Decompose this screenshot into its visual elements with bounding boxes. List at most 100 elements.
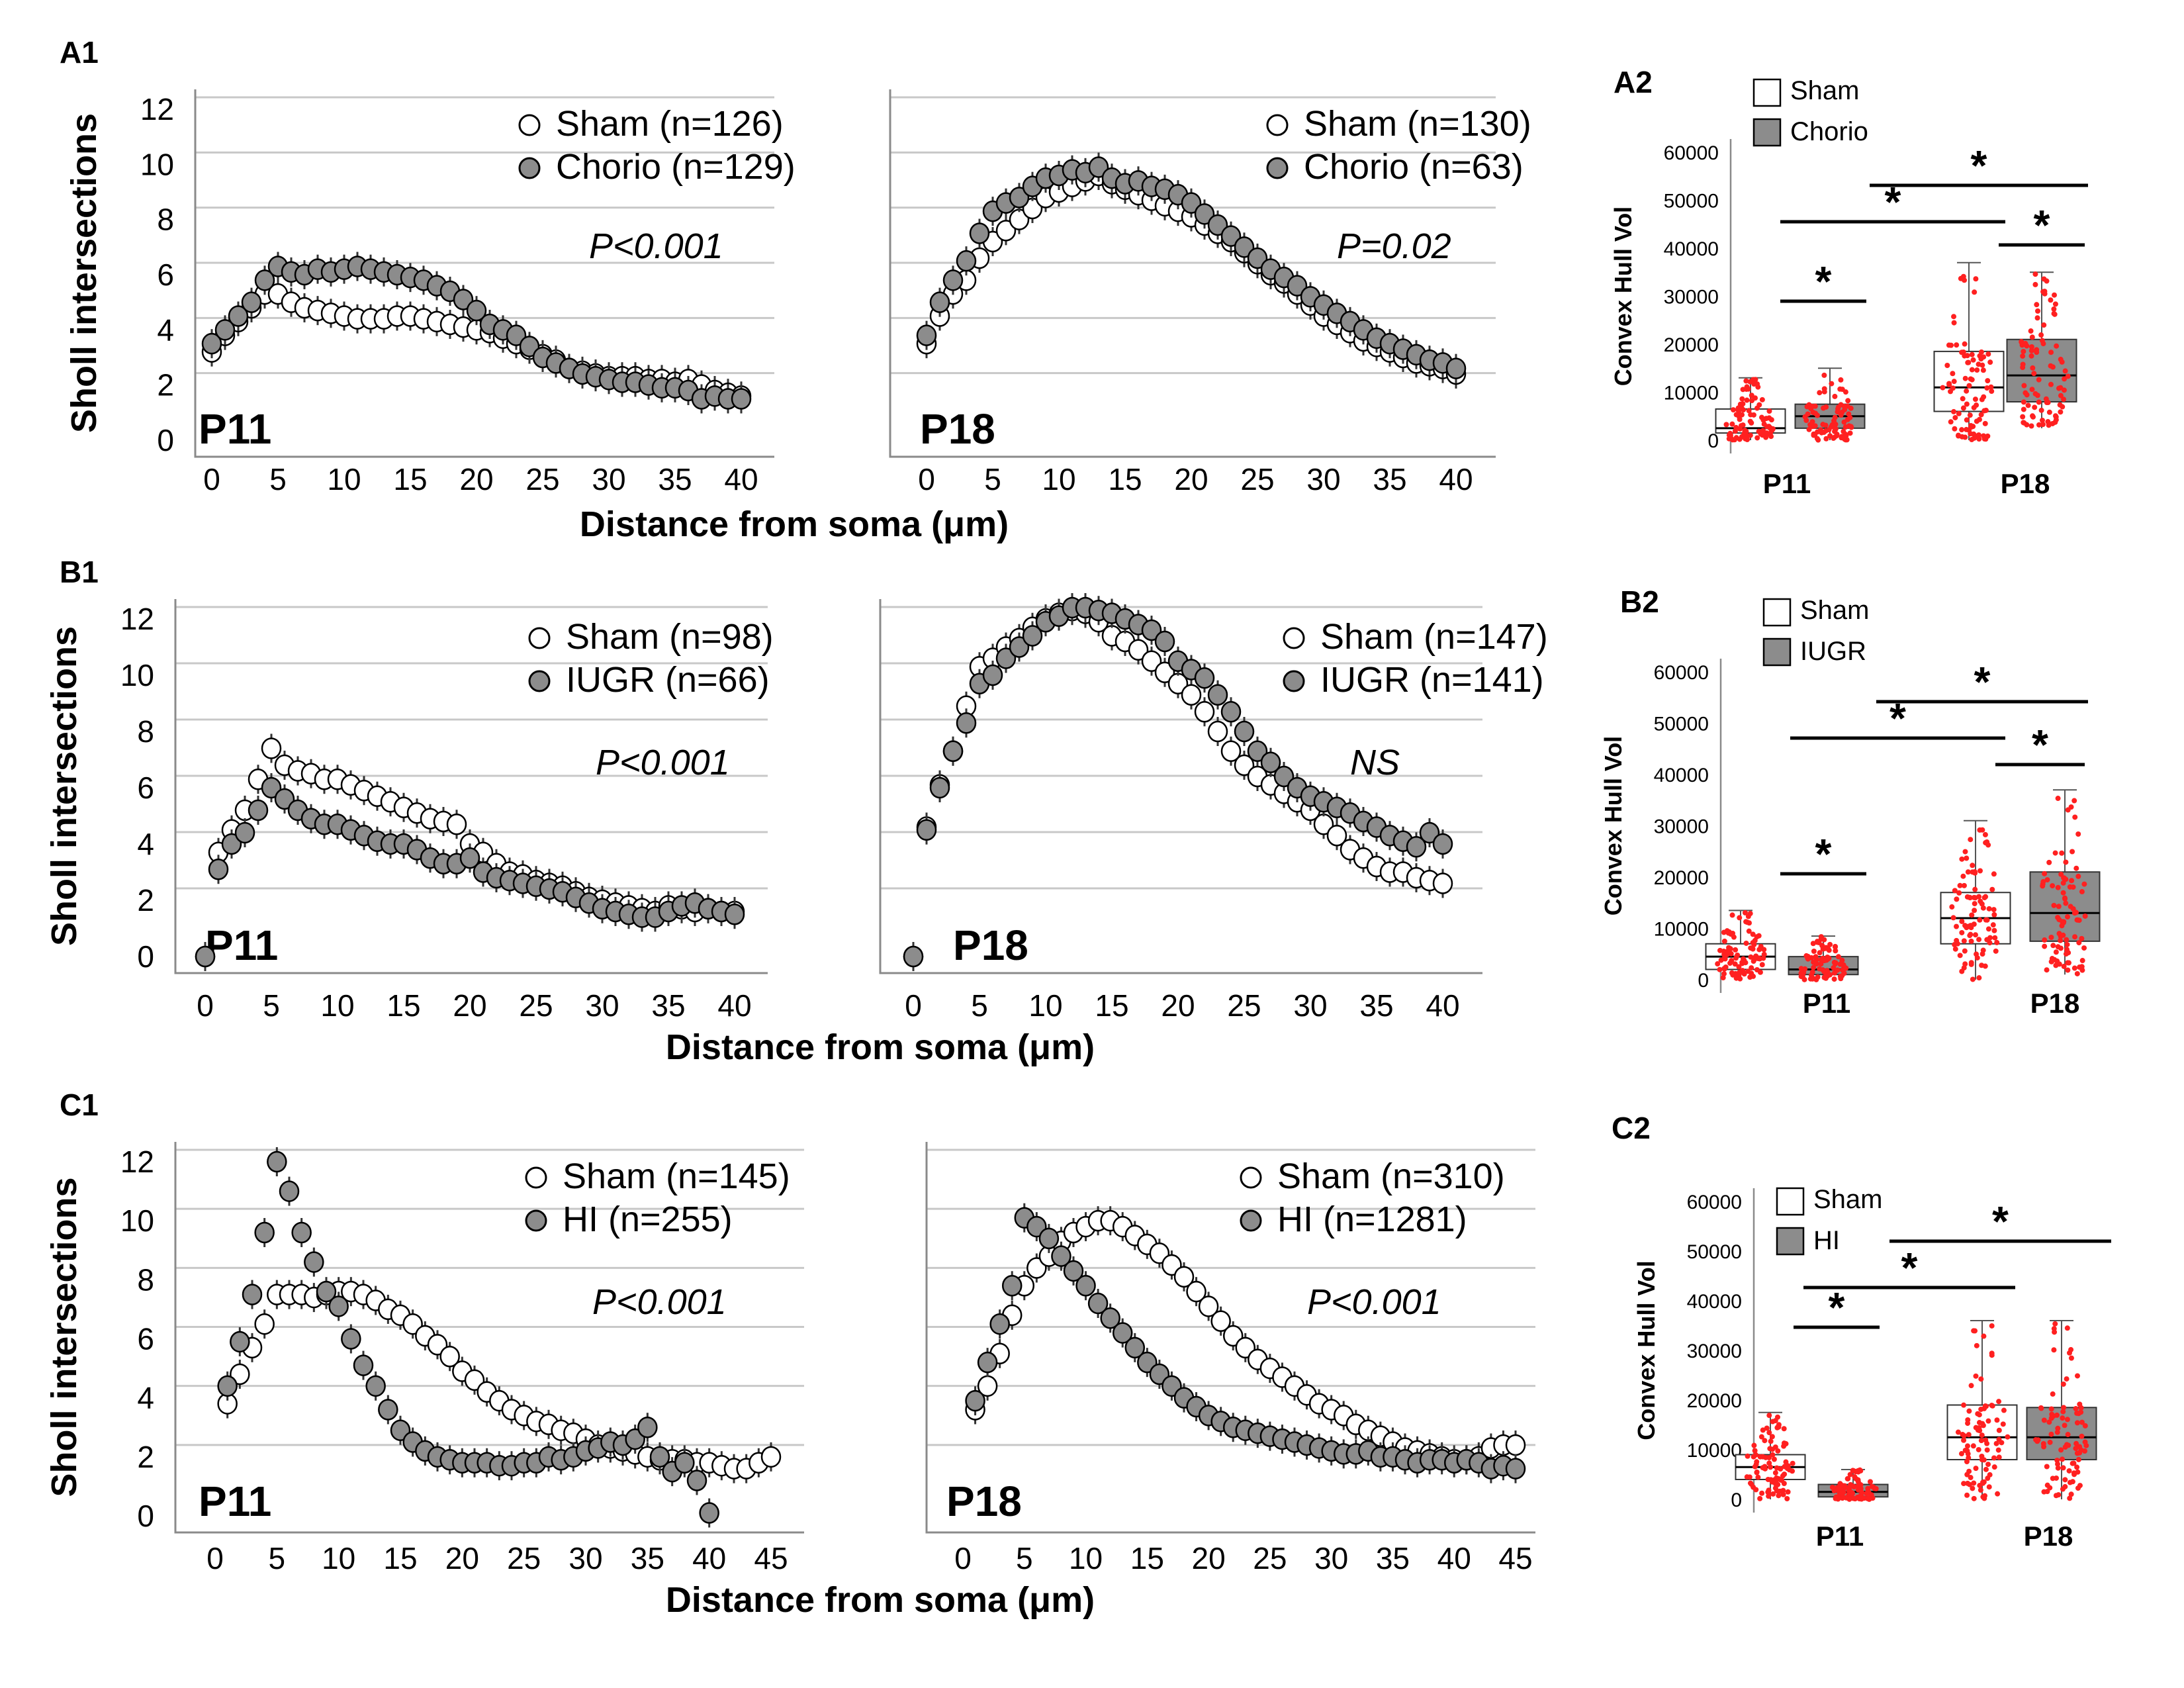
jitter-point <box>2036 422 2042 428</box>
jitter-point <box>1964 401 1970 407</box>
jitter-point <box>1948 419 1954 425</box>
y-tick-label: 60000 <box>1664 142 1719 164</box>
jitter-point <box>1976 361 1981 367</box>
jitter-point <box>1733 412 1739 418</box>
jitter-point <box>2048 1406 2054 1412</box>
jitter-point <box>1982 420 1988 426</box>
x-tick-label: 10 <box>1042 462 1075 496</box>
jitter-point <box>1743 378 1749 384</box>
jitter-point <box>2050 1391 2056 1397</box>
jitter-point <box>1749 398 1755 404</box>
jitter-point <box>1864 1491 1870 1497</box>
jitter-point <box>2035 1437 2041 1443</box>
y-axis-label: Convex Hull Vol <box>1633 1260 1660 1440</box>
jitter-point <box>1985 351 1991 357</box>
series-treated <box>217 1147 719 1528</box>
y-tick-label: 2 <box>137 883 154 917</box>
jitter-point <box>1821 372 1827 378</box>
jitter-point <box>1813 954 1819 960</box>
jitter-point <box>2030 413 2036 419</box>
jitter-point <box>1972 869 1978 875</box>
jitter-point <box>1752 1452 1758 1458</box>
jitter-point <box>1954 923 1960 929</box>
jitter-point <box>2021 406 2026 412</box>
axis-frame <box>174 599 768 974</box>
jitter-point <box>2058 393 2064 399</box>
jitter-point <box>1973 1373 1979 1379</box>
jitter-point <box>1816 939 1822 945</box>
jitter-point <box>1962 849 1968 855</box>
jitter-point <box>1968 938 1974 944</box>
jitter-point <box>2047 1439 2053 1445</box>
jitter-point <box>2025 402 2031 408</box>
jitter-point <box>1951 314 1957 320</box>
jitter-point <box>1820 946 1826 952</box>
p-value: NS <box>1350 743 1400 782</box>
jitter-point <box>1950 915 1956 921</box>
jitter-point <box>2021 383 2027 389</box>
legend-marker-sham <box>1283 627 1305 649</box>
y-tick-label: 8 <box>137 714 154 749</box>
data-point <box>261 737 282 759</box>
jitter-point <box>1833 426 1839 432</box>
jitter-point <box>1983 1466 1989 1472</box>
jitter-point <box>1808 404 1814 410</box>
jitter-point <box>1981 394 1987 400</box>
data-point <box>291 1221 312 1244</box>
jitter-point <box>2036 377 2042 383</box>
jitter-point <box>1962 948 1968 954</box>
box-panel-b2: 0 10000 20000 30000 40000 50000 60000 Convex Hu… <box>1600 585 2101 1019</box>
jitter-point <box>2058 385 2064 391</box>
x-tick-label: 25 <box>1227 988 1261 1023</box>
jitter-point <box>1952 426 1958 432</box>
jitter-point <box>2063 900 2069 906</box>
jitter-point <box>1717 947 1723 953</box>
jitter-point <box>1958 1451 1964 1457</box>
x-tick-label: 5 <box>971 988 988 1023</box>
jitter-point <box>1961 1437 1967 1443</box>
data-point <box>1210 1310 1231 1332</box>
data-point <box>989 1313 1010 1335</box>
jitter-point <box>1969 377 1975 383</box>
jitter-point <box>2071 910 2077 916</box>
jitter-point <box>1996 1427 2002 1433</box>
jitter-point <box>2052 1329 2058 1335</box>
jitter-point <box>1758 1434 1764 1440</box>
jitter-point <box>1852 1496 1858 1502</box>
x-tick-label: 30 <box>1293 988 1327 1023</box>
p-value: P<0.001 <box>592 1282 727 1322</box>
jitter-point <box>1979 1432 1985 1438</box>
jitter-point <box>1962 434 1968 440</box>
data-point <box>365 1375 386 1397</box>
jitter-point <box>2060 1409 2066 1415</box>
jitter-point <box>1717 966 1723 972</box>
sholl-panel-a1-p11: 0 2 4 6 8 10 12 0 5 10 15 20 25 30 35 40 Sholl intersect… <box>60 35 1009 544</box>
jitter-point <box>2028 344 2034 350</box>
jitter-point <box>2032 404 2038 410</box>
data-point <box>241 291 262 313</box>
jitter-point <box>1987 935 1993 941</box>
jitter-point <box>1721 938 1727 944</box>
box-p18-hi <box>2026 1320 2097 1501</box>
jitter-point <box>1969 912 1975 918</box>
jitter-point <box>1972 886 1978 892</box>
jitter-point <box>1780 1487 1786 1493</box>
jitter-point <box>2020 353 2026 359</box>
jitter-point <box>1964 1459 1970 1465</box>
jitter-point <box>1835 1487 1841 1493</box>
jitter-point <box>1726 929 1732 935</box>
jitter-point <box>2054 958 2060 964</box>
jitter-point <box>1781 1426 1787 1432</box>
x-tick-label: 20 <box>459 462 493 496</box>
jitter-point <box>1723 422 1729 428</box>
jitter-point <box>1966 359 1972 365</box>
jitter-point <box>1805 956 1811 962</box>
jitter-point <box>2062 1483 2068 1489</box>
jitter-point <box>1946 342 1952 348</box>
jitter-point <box>1994 1417 2000 1423</box>
data-point <box>1234 754 1255 776</box>
jitter-point <box>2060 1381 2066 1387</box>
jitter-point <box>1960 273 1966 279</box>
jitter-point <box>1995 1447 2001 1453</box>
jitter-point <box>1749 420 1754 426</box>
